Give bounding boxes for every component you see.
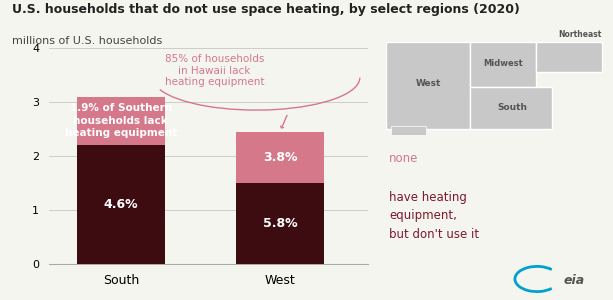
Bar [77, 97, 165, 145]
Text: Northeast: Northeast [558, 30, 602, 39]
Text: U.S. households that do not use space heating, by select regions (2020): U.S. households that do not use space he… [12, 3, 520, 16]
Text: have heating
equipment,
but don't use it: have heating equipment, but don't use it [389, 191, 479, 241]
Text: 4.6%: 4.6% [104, 198, 138, 211]
Text: 5.8%: 5.8% [263, 217, 297, 230]
Text: eia: eia [563, 274, 585, 287]
Bar [237, 132, 324, 183]
Polygon shape [470, 41, 536, 87]
Text: West: West [416, 79, 441, 88]
Text: Midwest: Midwest [483, 59, 523, 68]
Polygon shape [386, 41, 470, 129]
Bar [237, 183, 324, 264]
Polygon shape [536, 41, 603, 72]
Text: 1.9% of Southern
households lack
heating equipment: 1.9% of Southern households lack heating… [64, 103, 177, 138]
Text: 85% of households
in Hawaii lack
heating equipment: 85% of households in Hawaii lack heating… [165, 54, 264, 87]
Polygon shape [390, 126, 426, 135]
Text: 3.8%: 3.8% [263, 151, 297, 164]
Bar [77, 145, 165, 264]
Text: none: none [389, 152, 419, 166]
Text: South: South [497, 103, 527, 112]
Text: millions of U.S. households: millions of U.S. households [12, 36, 162, 46]
Polygon shape [470, 87, 552, 129]
